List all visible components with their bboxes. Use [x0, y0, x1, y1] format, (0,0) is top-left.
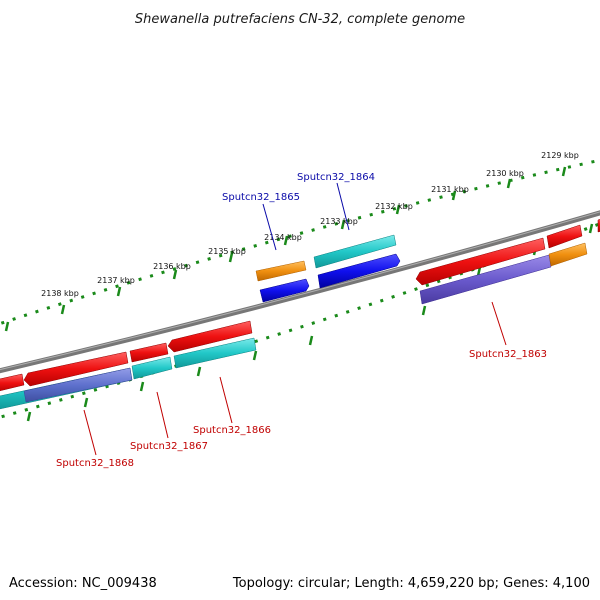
gene-1865-orange[interactable]: [255, 260, 307, 282]
gene-label-1866[interactable]: Sputcn32_1866: [193, 425, 271, 436]
gene-orange-right[interactable]: [548, 242, 588, 267]
map-title: Shewanella putrefaciens CN-32, complete …: [135, 12, 465, 27]
scale-label: 2134 kbp: [264, 233, 302, 242]
label-leader-lines: [83, 182, 507, 456]
scale-label: 2129 kbp: [541, 151, 579, 160]
gene-label-1864[interactable]: Sputcn32_1864: [297, 172, 375, 183]
accession-text: Accession: NC_009438: [9, 576, 157, 591]
gene-1863-purple[interactable]: [419, 254, 552, 305]
genome-summary-text: Topology: circular; Length: 4,659,220 bp…: [232, 576, 590, 591]
gene-label-1867[interactable]: Sputcn32_1867: [130, 441, 208, 452]
gene-label-1868[interactable]: Sputcn32_1868: [56, 458, 134, 469]
gene-red-left-3[interactable]: [129, 342, 169, 363]
gene-label-1865[interactable]: Sputcn32_1865: [222, 192, 300, 203]
genome-backbone: [0, 210, 600, 374]
gene-1864-blue[interactable]: [317, 253, 401, 289]
gene-1868-purple[interactable]: [23, 367, 133, 403]
scale-label: 2138 kbp: [41, 289, 79, 298]
scale-label: 2133 kbp: [320, 217, 358, 226]
scale-label: 2132 kbp: [375, 202, 413, 211]
gene-red-left-4[interactable]: [167, 320, 253, 353]
scale-label: 2136 kbp: [153, 262, 191, 271]
gene-label-1863[interactable]: Sputcn32_1863: [469, 349, 547, 360]
scale-label: 2137 kbp: [97, 276, 135, 285]
gene-1865-blue[interactable]: [259, 278, 310, 303]
gene-1864-cyan[interactable]: [313, 234, 397, 269]
gene-red-right-2[interactable]: [546, 224, 583, 249]
scale-label: 2130 kbp: [486, 169, 524, 178]
outer-scale-ruler: [0, 158, 600, 326]
gene-red-left-1[interactable]: [0, 373, 25, 392]
scale-labels: 2129 kbp 2130 kbp 2131 kbp 2132 kbp 2133…: [41, 151, 579, 298]
gene-1867-cyan[interactable]: [131, 356, 173, 380]
scale-label: 2135 kbp: [208, 247, 246, 256]
scale-label: 2131 kbp: [431, 185, 469, 194]
gene-red-left-2[interactable]: [23, 351, 129, 387]
gene-1866-cyan[interactable]: [173, 337, 257, 369]
gene-red-right-1[interactable]: [415, 237, 546, 286]
